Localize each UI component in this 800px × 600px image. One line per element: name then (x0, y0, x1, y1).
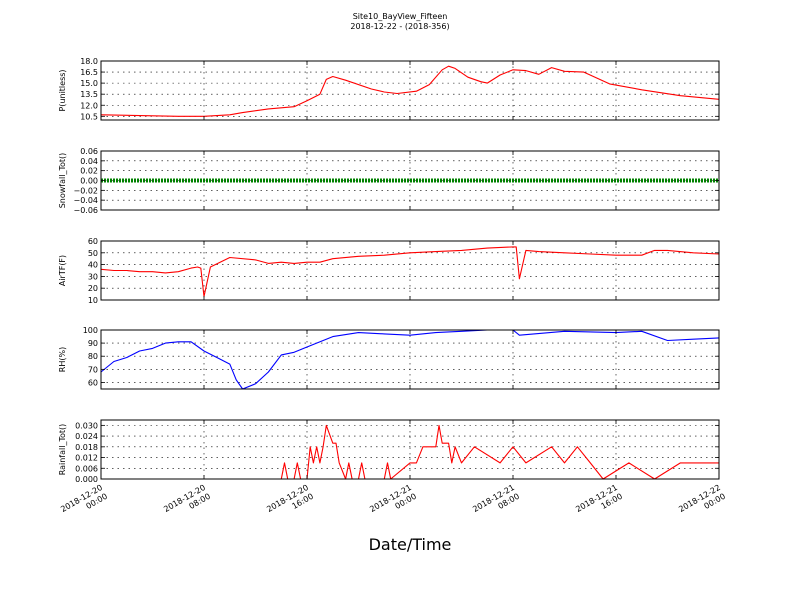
y-tick-label: 10 (88, 296, 98, 305)
x-tick-label: 2018-12-2108:00 (471, 483, 521, 523)
y-tick-label: 0.024 (75, 432, 98, 441)
y-tick-label: 0.06 (80, 147, 98, 156)
y-tick-label: 60 (88, 237, 98, 246)
subplot: 10 20 30 40 50 60 AirTF(F) (58, 237, 720, 305)
y-tick-label: 0.04 (80, 157, 98, 166)
y-axis-label: Rainfall_Tot() (58, 424, 67, 476)
y-tick-label: −0.04 (73, 196, 98, 205)
y-tick-label: 10.5 (80, 112, 98, 121)
x-tick-label: 2018-12-2100:00 (368, 483, 418, 523)
y-tick-label: 0.000 (75, 475, 98, 484)
y-tick-label: −0.02 (73, 186, 98, 195)
y-axis-label: Snowfall_Tot() (58, 153, 67, 209)
subplots: 10.5 12.0 13.5 15.0 16.5 18.0 P(unitless) −0.06… (58, 57, 720, 484)
y-tick-label: 80 (88, 352, 98, 361)
y-tick-label: 0.018 (75, 443, 98, 452)
y-axis-label: RH(%) (58, 347, 67, 372)
subplot: −0.06−0.04−0.020.000.020.040.06 Snowfall_… (58, 147, 720, 215)
series-line (100, 246, 720, 298)
y-tick-label: 30 (88, 272, 98, 281)
y-tick-label: 0.02 (80, 167, 98, 176)
y-tick-label: 100 (83, 326, 98, 335)
chart-subtitle: 2018-12-22 - (2018-356) (350, 22, 449, 31)
y-tick-label: 15.0 (80, 79, 98, 88)
x-tick-labels: 2018-12-2000:00 2018-12-2008:00 2018-12-20… (59, 483, 727, 523)
y-tick-label: 18.0 (80, 57, 98, 66)
y-tick-label: 12.0 (80, 101, 98, 110)
y-axis-label: AirTF(F) (58, 255, 67, 286)
y-tick-label: 13.5 (80, 90, 98, 99)
y-axis-label: P(unitless) (58, 69, 67, 111)
series-line (100, 329, 720, 390)
y-tick-label: 0.006 (75, 464, 98, 473)
y-tick-label: 20 (88, 284, 98, 293)
y-tick-label: 90 (88, 339, 98, 348)
x-axis-label: Date/Time (369, 535, 452, 554)
y-tick-label: 0.012 (75, 454, 98, 463)
y-tick-label: 50 (88, 249, 98, 258)
x-tick-label: 2018-12-2000:00 (59, 483, 109, 523)
subplot: 60 70 80 90 100 RH(%) (58, 326, 720, 390)
y-tick-label: 70 (88, 365, 98, 374)
x-tick-label: 2018-12-2116:00 (574, 483, 624, 523)
y-tick-label: 0.00 (80, 177, 98, 186)
y-tick-label: 40 (88, 261, 98, 270)
y-tick-label: 16.5 (80, 68, 98, 77)
subplot: 10.5 12.0 13.5 15.0 16.5 18.0 P(unitless) (58, 57, 720, 121)
series-line (101, 424, 719, 480)
y-tick-label: 60 (88, 378, 98, 387)
chart-title: Site10_BayView_Fifteen (353, 12, 448, 21)
x-tick-label: 2018-12-2008:00 (162, 483, 212, 523)
series-line (100, 65, 720, 117)
y-tick-label: −0.06 (73, 206, 98, 215)
x-tick-label: 2018-12-2016:00 (265, 483, 315, 523)
x-tick-label: 2018-12-2200:00 (677, 483, 727, 523)
y-tick-label: 0.030 (75, 421, 98, 430)
